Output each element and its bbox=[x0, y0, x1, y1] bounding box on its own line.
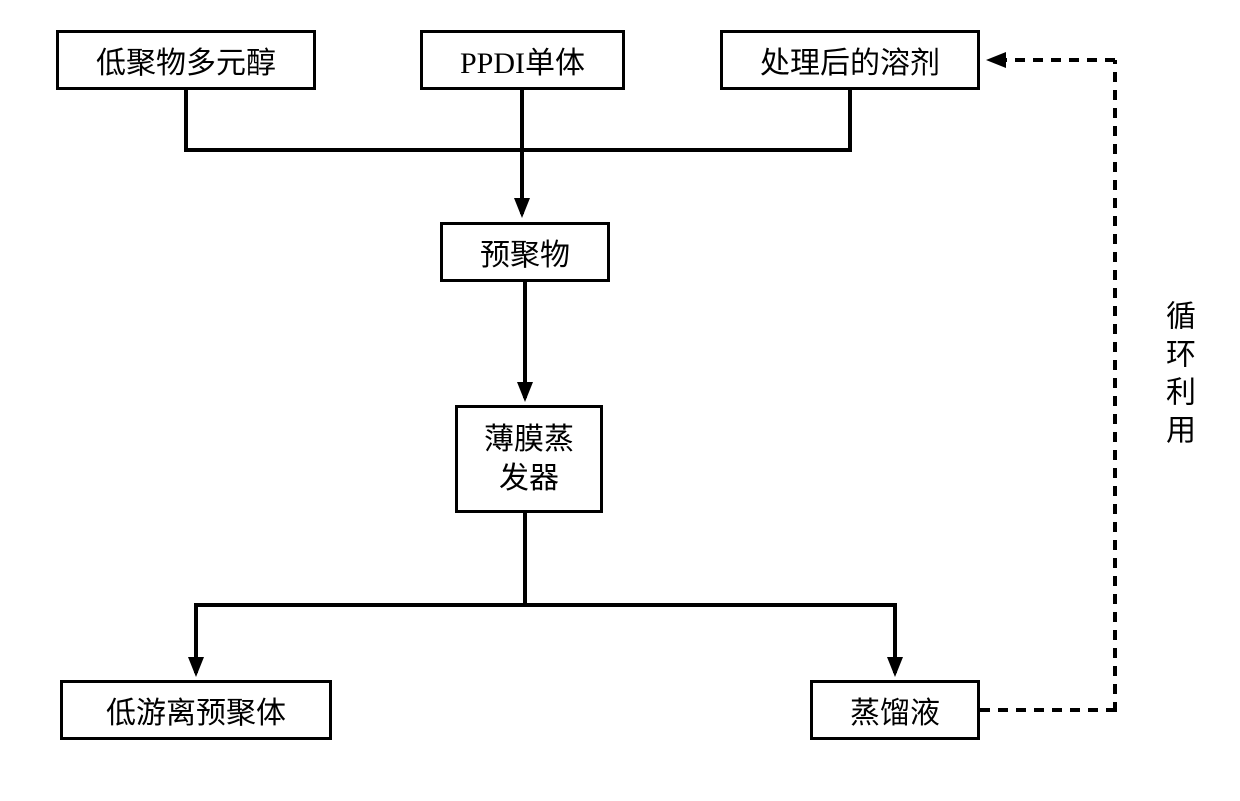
node-oligomer-polyol: 低聚物多元醇 bbox=[56, 30, 316, 90]
node-label: 处理后的溶剂 bbox=[760, 38, 940, 82]
node-prepolymer: 预聚物 bbox=[440, 222, 610, 282]
node-label: 低聚物多元醇 bbox=[96, 38, 276, 82]
node-label: 预聚物 bbox=[480, 230, 570, 274]
node-low-free-prepolymer: 低游离预聚体 bbox=[60, 680, 332, 740]
recycle-label: 循环利用 bbox=[1155, 300, 1199, 452]
node-treated-solvent: 处理后的溶剂 bbox=[720, 30, 980, 90]
node-thin-film-evaporator: 薄膜蒸 发器 bbox=[455, 405, 603, 513]
node-label-line1: 薄膜蒸 bbox=[484, 420, 574, 459]
node-label: 低游离预聚体 bbox=[106, 688, 286, 732]
node-label: 蒸馏液 bbox=[850, 688, 940, 732]
flowchart-diagram: 低聚物多元醇 PPDI单体 处理后的溶剂 预聚物 薄膜蒸 发器 低游离预聚体 蒸… bbox=[0, 0, 1240, 801]
node-ppdi-monomer: PPDI单体 bbox=[420, 30, 625, 90]
node-label-line2: 发器 bbox=[499, 459, 559, 498]
node-label: PPDI单体 bbox=[460, 38, 585, 82]
node-distillate: 蒸馏液 bbox=[810, 680, 980, 740]
